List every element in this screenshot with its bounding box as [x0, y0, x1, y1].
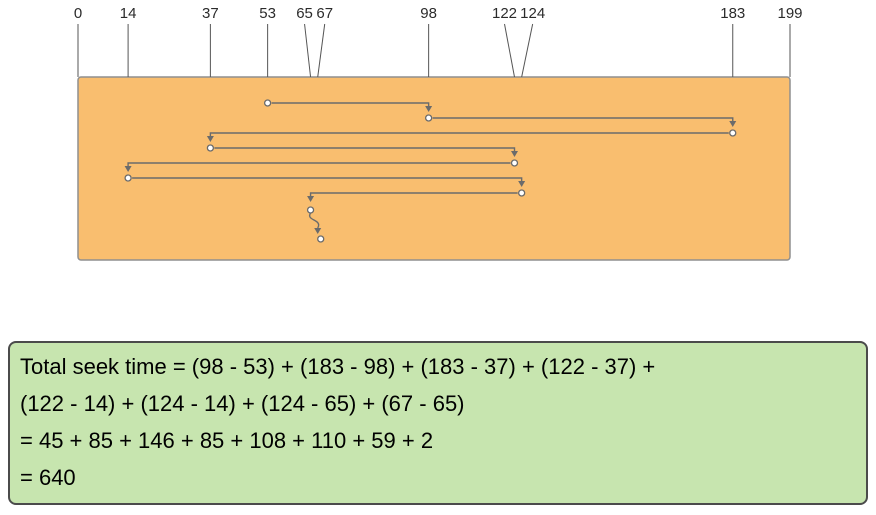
arrowhead-icon — [307, 196, 315, 202]
tick-label: 65 — [296, 5, 313, 22]
tick-line — [304, 23, 312, 78]
summary-line-3: = 45 + 85 + 146 + 85 + 108 + 110 + 59 + … — [20, 428, 434, 453]
arrowhead-icon — [511, 151, 519, 157]
tick-line — [521, 23, 534, 78]
seek-arrow-squiggle — [308, 212, 320, 229]
seek-arrow-line — [209, 132, 729, 136]
head-position-dot — [206, 144, 215, 152]
tick-label: 37 — [202, 5, 219, 22]
seek-arrow-line — [271, 102, 430, 106]
seek-arrow-line — [132, 177, 523, 181]
seek-arrow-line — [432, 117, 734, 121]
head-position-dot — [729, 129, 737, 137]
tick-label: 199 — [777, 5, 802, 22]
head-position-dot — [510, 159, 519, 167]
arrowhead-icon — [518, 181, 526, 187]
tick-label: 53 — [259, 5, 276, 22]
tick-label: 124 — [520, 5, 545, 22]
arrowhead-icon — [314, 228, 322, 234]
tick-line — [317, 23, 326, 78]
tick-label: 67 — [316, 5, 333, 22]
tick-label: 122 — [492, 5, 517, 22]
head-position-dot — [124, 174, 132, 182]
head-position-dot — [518, 189, 526, 197]
summary-line-1: Total seek time = (98 - 53) + (183 - 98)… — [20, 354, 656, 379]
tick-label: 98 — [420, 5, 437, 22]
head-position-dot — [263, 99, 272, 107]
arrowhead-icon — [425, 106, 433, 112]
head-position-dot — [317, 235, 325, 243]
seek-diagram: 0 14 37 53 65 67 98 122 124 183 199 — [74, 5, 803, 261]
tick-line — [504, 23, 515, 78]
arrowhead-icon — [124, 166, 132, 172]
seek-arrow-line — [127, 162, 511, 166]
head-position-dot — [306, 206, 315, 214]
seek-time-summary-box: Total seek time = (98 - 53) + (183 - 98)… — [8, 341, 868, 505]
arrowhead-icon — [206, 136, 214, 142]
tick-label: 0 — [74, 5, 82, 22]
tick-label: 183 — [720, 5, 745, 22]
arrowhead-icon — [729, 121, 737, 127]
tick-label: 14 — [120, 5, 137, 22]
summary-line-4: = 640 — [20, 465, 76, 490]
summary-line-2: (122 - 14) + (124 - 14) + (124 - 65) + (… — [20, 391, 465, 416]
disk-track — [77, 76, 791, 261]
head-position-dot — [424, 114, 433, 122]
seek-arrow-line — [309, 192, 518, 196]
seek-arrow-line — [214, 147, 516, 151]
